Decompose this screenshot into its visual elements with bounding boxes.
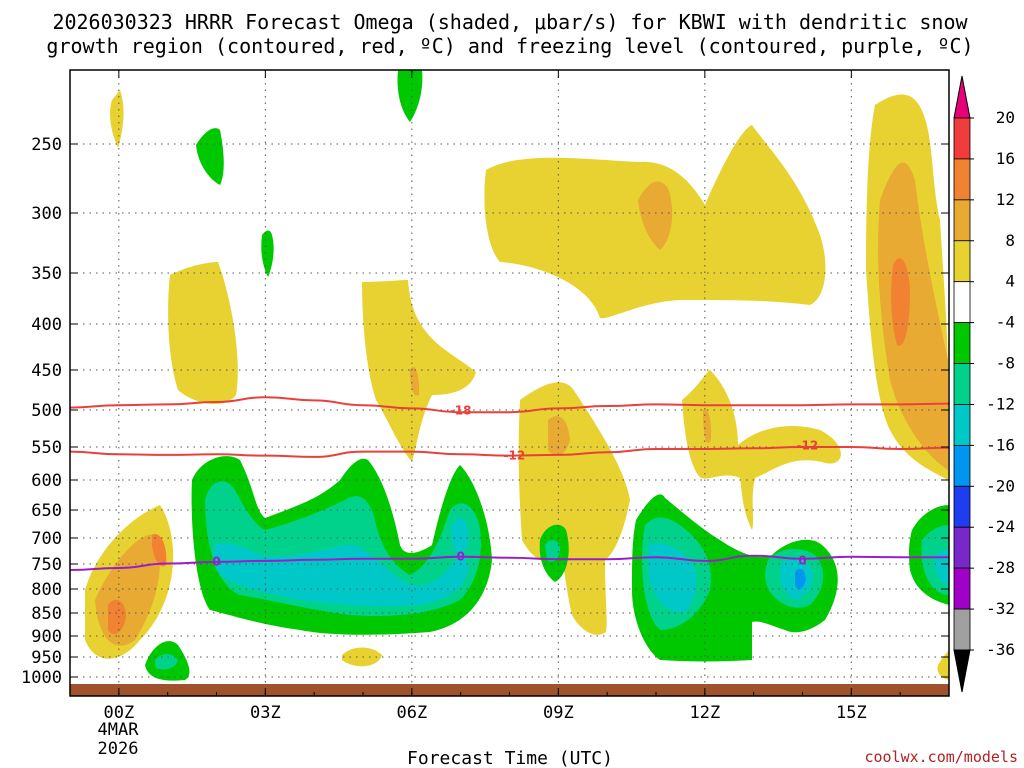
omega-orange-left bbox=[108, 599, 126, 635]
colorbar-swatch-11 bbox=[953, 567, 971, 610]
colorbar-label-12: -32 bbox=[986, 599, 1015, 618]
omega-green-upper-2 bbox=[261, 230, 274, 277]
colorbar-swatch-5 bbox=[953, 322, 971, 364]
omega-gold-east bbox=[878, 162, 948, 470]
x-tick-label-12Z: 12Z bbox=[689, 703, 720, 723]
contour-label-5: 0 bbox=[798, 553, 806, 567]
isotherm-line-2 bbox=[70, 554, 949, 571]
contour-label-1: -12 bbox=[504, 449, 526, 463]
colorbar-label-11: -28 bbox=[986, 558, 1015, 577]
contour-label-0: -18 bbox=[450, 404, 472, 418]
y-tick-label-850: 850 bbox=[31, 604, 62, 624]
y-tick-label-700: 700 bbox=[31, 529, 62, 549]
colorbar-label-8: -16 bbox=[986, 435, 1015, 454]
y-tick-label-600: 600 bbox=[31, 471, 62, 491]
contour-label-2: -12 bbox=[797, 439, 819, 453]
omega-gold-mid-3 bbox=[410, 366, 420, 396]
grid bbox=[70, 70, 949, 696]
colorbar-swatch-7 bbox=[953, 404, 971, 446]
colorbar-label-7: -12 bbox=[986, 394, 1015, 413]
y-tick-label-400: 400 bbox=[31, 315, 62, 335]
omega-yellow-mid-2 bbox=[682, 370, 841, 530]
x-tick-label-09Z: 09Z bbox=[543, 703, 574, 723]
colorbar-swatch-9 bbox=[953, 485, 971, 528]
omega-teal-5 bbox=[935, 550, 949, 585]
colorbar-label-1: 16 bbox=[996, 149, 1015, 168]
colorbar-bottom-triangle bbox=[953, 649, 971, 693]
omega-blue-core bbox=[795, 568, 806, 590]
colorbar-label-0: 20 bbox=[996, 108, 1015, 127]
isotherm-line-1 bbox=[70, 446, 949, 458]
x-axis-title: Forecast Time (UTC) bbox=[407, 748, 613, 768]
colorbar-swatch-10 bbox=[953, 526, 971, 569]
colorbar-swatch-4 bbox=[953, 281, 971, 324]
colorbar-label-4: 4 bbox=[1005, 272, 1015, 291]
omega-yellow-mid-1 bbox=[518, 382, 630, 635]
omega-seagreen-6 bbox=[545, 540, 560, 562]
colorbar-swatch-8 bbox=[953, 444, 971, 487]
colorbar-swatch-12 bbox=[953, 608, 971, 651]
y-tick-label-900: 900 bbox=[31, 627, 62, 647]
omega-gold-mid bbox=[548, 416, 570, 456]
chart-title-line1: 2026030323 HRRR Forecast Omega (shaded, … bbox=[52, 10, 968, 34]
contour-label-4: 0 bbox=[456, 550, 464, 564]
y-tick-label-250: 250 bbox=[31, 135, 62, 155]
omega-seagreen-5 bbox=[155, 654, 178, 670]
y-tick-label-800: 800 bbox=[31, 580, 62, 600]
colorbar-label-13: -36 bbox=[986, 640, 1015, 659]
y-tick-label-350: 350 bbox=[31, 264, 62, 284]
colorbar-swatch-2 bbox=[953, 199, 971, 242]
colorbar-label-5: -4 bbox=[996, 313, 1015, 332]
x-tick-label-06Z: 06Z bbox=[396, 703, 427, 723]
omega-teal-2 bbox=[451, 518, 469, 555]
colorbar-top-triangle bbox=[953, 75, 971, 119]
chart-title-line2: growth region (contoured, red, ºC) and f… bbox=[46, 34, 973, 58]
colorbar-label-9: -20 bbox=[986, 476, 1015, 495]
omega-shading bbox=[85, 70, 949, 681]
omega-green-upper-1 bbox=[196, 128, 224, 185]
colorbar-swatch-1 bbox=[953, 158, 971, 201]
omega-gold-upper bbox=[638, 181, 673, 250]
omega-yellow-upper-1 bbox=[168, 262, 238, 405]
omega-yellow-small-low bbox=[342, 647, 382, 667]
date-label-line2: 2026 bbox=[98, 739, 139, 759]
colorbar-swatch-0 bbox=[953, 117, 971, 160]
x-tick-label-03Z: 03Z bbox=[250, 703, 281, 723]
colorbar: 20 16 12 8 4 -4 -8 -12 -16 -20 -24 -28 -32 -36 bbox=[953, 75, 1015, 693]
colorbar-swatch-6 bbox=[953, 363, 971, 405]
omega-yellow-top-left bbox=[110, 90, 124, 148]
y-tick-label-750: 750 bbox=[31, 555, 62, 575]
y-axis: 250 300 350 400 450 500 550 600 650 700 750 800 850 9… bbox=[21, 135, 949, 688]
omega-green-upper-3 bbox=[397, 70, 423, 122]
colorbar-label-3: 8 bbox=[1005, 231, 1015, 250]
ground-strip bbox=[70, 684, 949, 696]
credit-text: coolwx.com/models bbox=[864, 748, 1018, 766]
colorbar-swatch-3 bbox=[953, 240, 971, 283]
x-axis: 00Z 03Z 06Z 09Z 12Z 15Z bbox=[69, 70, 950, 723]
y-tick-label-950: 950 bbox=[31, 648, 62, 668]
y-tick-label-550: 550 bbox=[31, 438, 62, 458]
isotherm-line-0 bbox=[70, 396, 949, 414]
date-label-line1: 4MAR bbox=[98, 720, 140, 740]
y-tick-label-650: 650 bbox=[31, 501, 62, 521]
y-tick-label-450: 450 bbox=[31, 361, 62, 381]
colorbar-label-10: -24 bbox=[986, 517, 1015, 536]
colorbar-label-6: -8 bbox=[996, 354, 1015, 373]
y-tick-label-1000: 1000 bbox=[21, 668, 62, 688]
y-tick-label-500: 500 bbox=[31, 401, 62, 421]
x-tick-label-15Z: 15Z bbox=[836, 703, 867, 723]
colorbar-label-2: 12 bbox=[996, 190, 1015, 209]
omega-yellow-upper-2 bbox=[362, 280, 476, 462]
contour-label-layer: -18 -12 -12 0 0 0 bbox=[212, 404, 819, 569]
isotherm-layer bbox=[70, 396, 949, 571]
y-tick-label-300: 300 bbox=[31, 204, 62, 224]
omega-teal-1 bbox=[213, 543, 468, 607]
x-tick-label-00Z: 00Z bbox=[103, 703, 134, 723]
omega-orange-left-2 bbox=[152, 534, 167, 567]
contour-label-3: 0 bbox=[212, 554, 220, 568]
